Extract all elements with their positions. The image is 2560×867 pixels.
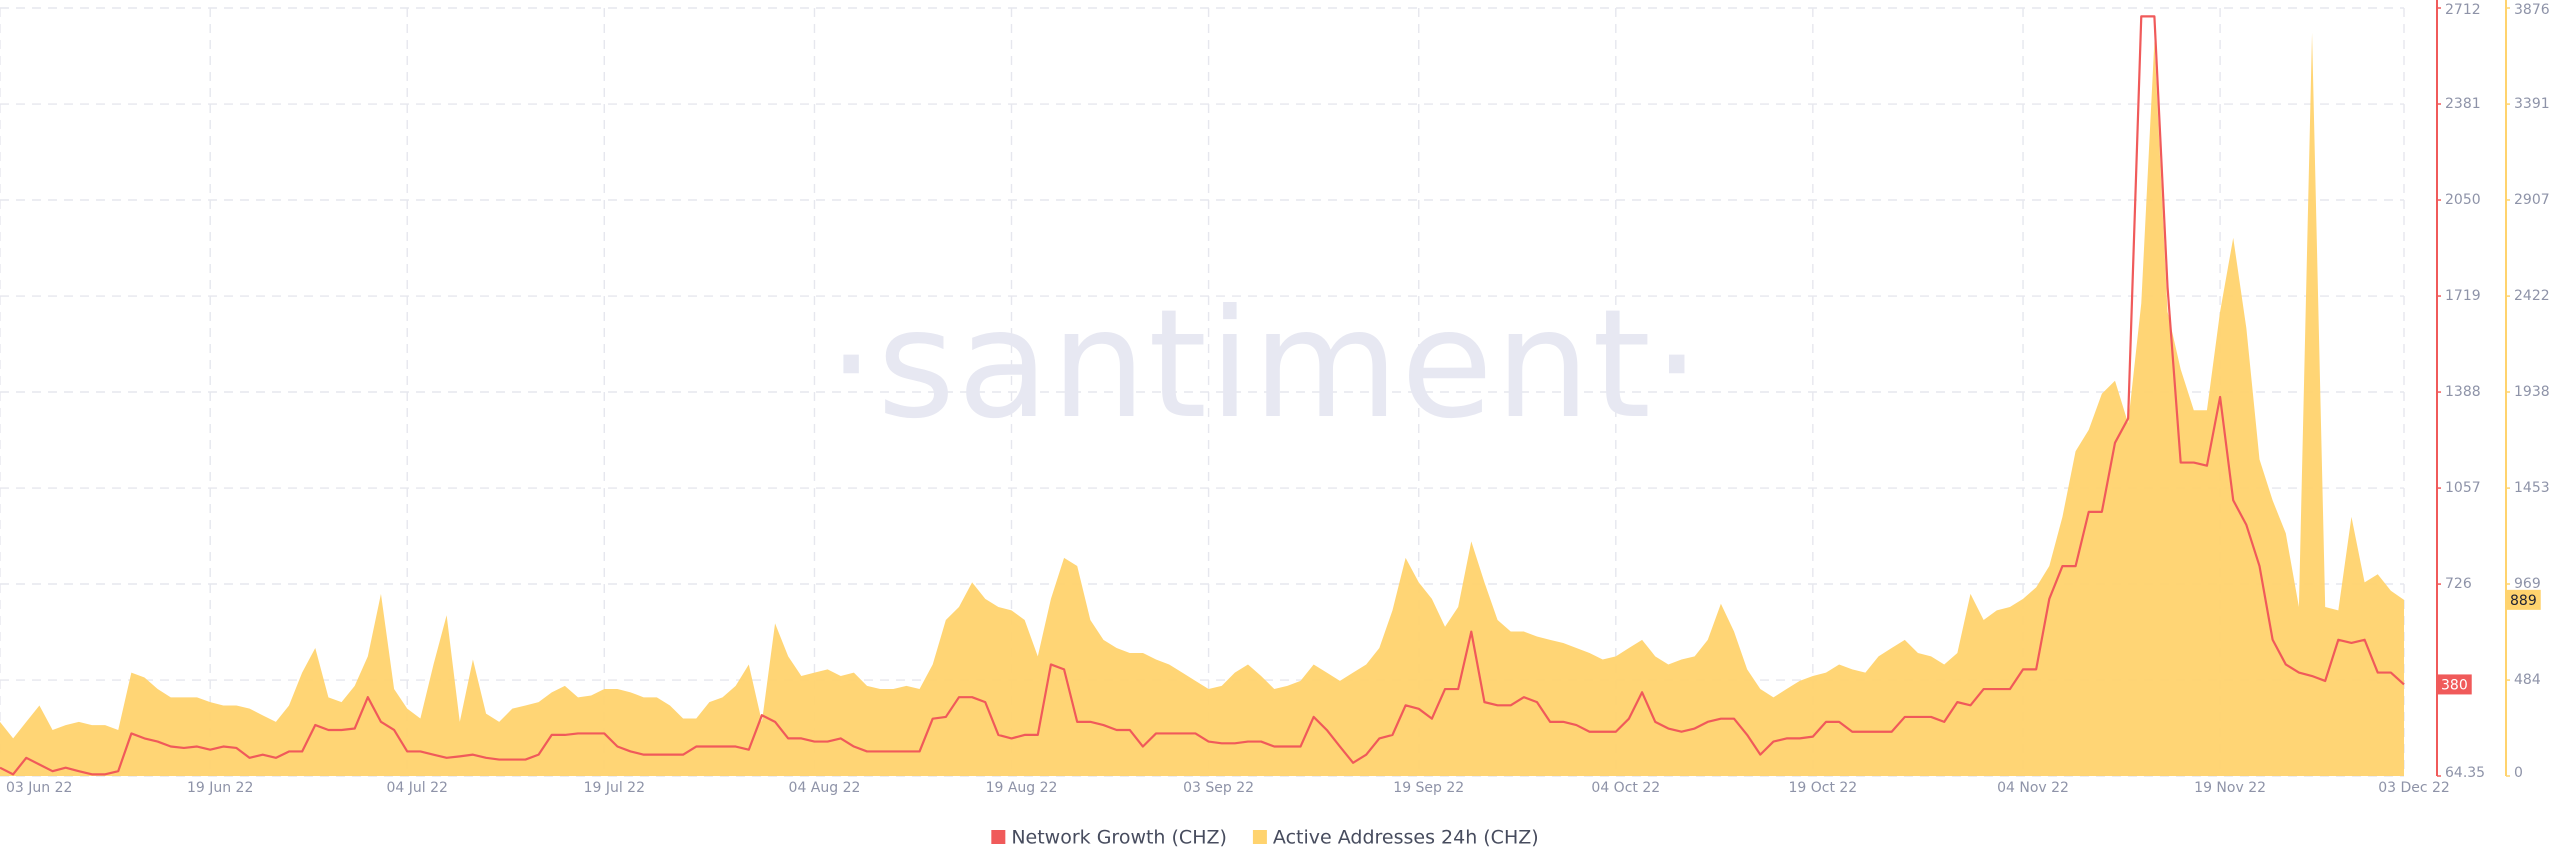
x-tick-label: 19 Nov 22 <box>2194 780 2266 796</box>
y-tick-label: 3876 <box>2514 2 2550 18</box>
y2-tick-label: 726 <box>2445 576 2472 592</box>
legend: Network Growth (CHZ) Active Addresses 24h… <box>991 827 1539 849</box>
y-tick-label: 1938 <box>2514 384 2550 400</box>
x-tick-label: 04 Jul 22 <box>387 780 448 796</box>
value-badge-label: 889 <box>2510 593 2537 609</box>
y2-tick-label: 1057 <box>2445 480 2481 496</box>
y2-tick-label: 2712 <box>2445 2 2481 18</box>
y-tick-label: 969 <box>2514 576 2541 592</box>
x-tick-label: 19 Oct 22 <box>1788 780 1857 796</box>
y-tick-label: 2422 <box>2514 288 2550 304</box>
y2-tick-label: 64.35 <box>2445 765 2485 781</box>
y2-tick-label: 1719 <box>2445 288 2481 304</box>
y-tick-label: 1453 <box>2514 480 2550 496</box>
y-tick-label: 3391 <box>2514 96 2550 112</box>
watermark: ·santiment· <box>827 278 1702 452</box>
line <box>0 15 2405 776</box>
value-badge: 889 <box>2507 589 2541 610</box>
y-tick-label: 484 <box>2514 672 2541 688</box>
x-tick-label: 19 Jul 22 <box>584 780 645 796</box>
legend-swatch <box>1252 830 1267 844</box>
x-tick-label: 19 Jun 22 <box>187 780 253 796</box>
x-tick-label: 04 Oct 22 <box>1591 780 1660 796</box>
x-tick-label: 03 Jun 22 <box>6 780 72 796</box>
y2-tick-label: 1388 <box>2445 384 2481 400</box>
area <box>0 32 2404 776</box>
x-tick-label: 19 Aug 22 <box>986 780 1058 796</box>
x-tick-label: 04 Nov 22 <box>1997 780 2069 796</box>
value-badge-bg <box>2507 589 2541 610</box>
legend-label: Network Growth (CHZ) <box>1011 827 1227 849</box>
legend-swatch <box>991 830 1006 844</box>
y2-tick-label: 2050 <box>2445 192 2481 208</box>
x-tick-label: 03 Sep 22 <box>1183 780 1254 796</box>
value-badge-bg <box>2438 674 2472 695</box>
value-badge-label: 380 <box>2441 677 2468 693</box>
value-badge: 380 <box>2438 674 2472 695</box>
x-tick-label: 19 Sep 22 <box>1393 780 1464 796</box>
x-tick-label: 04 Aug 22 <box>789 780 861 796</box>
y-tick-label: 0 <box>2514 765 2523 781</box>
y2-tick-label: 2381 <box>2445 96 2481 112</box>
legend-label: Active Addresses 24h (CHZ) <box>1273 827 1539 849</box>
y-tick-label: 2907 <box>2514 192 2550 208</box>
x-tick-label: 03 Dec 22 <box>2378 780 2450 796</box>
